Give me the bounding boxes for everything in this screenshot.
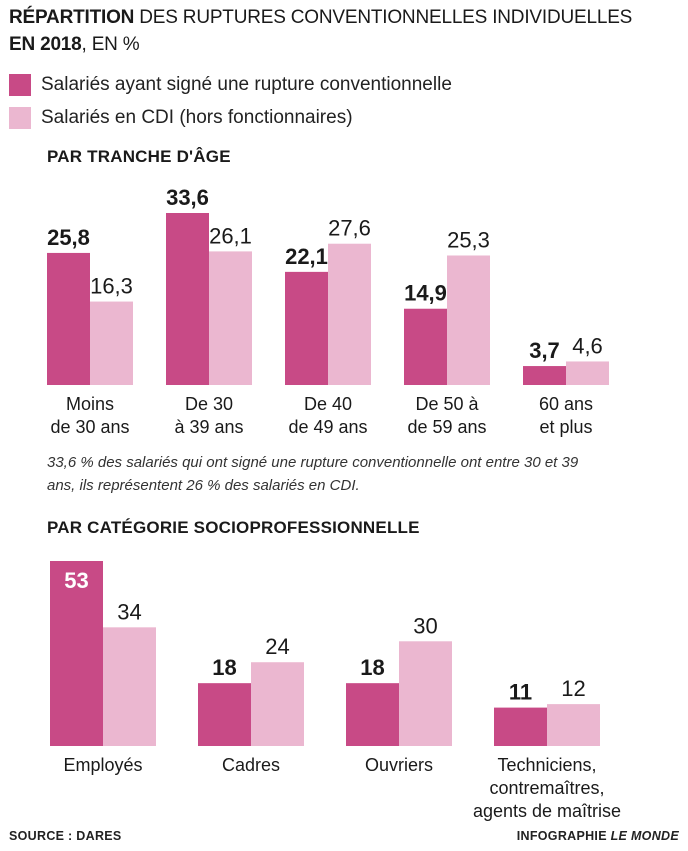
title-rest: des ruptures conventionnelles individuel… xyxy=(134,7,633,28)
age-category-label-1-line-0: De 30 xyxy=(184,394,234,414)
csp-category-label-3-line-1: contremaîtres, xyxy=(489,778,605,798)
age-value-label-cdi-0: 16,3 xyxy=(90,274,133,299)
title-bold: Répartition xyxy=(9,7,135,28)
credit-label: INFOGRAPHIE LE MONDE xyxy=(517,829,679,843)
chart-note: 33,6 % des salariés qui ont signé une ru… xyxy=(47,454,579,494)
age-value-label-ruptures-3: 14,9 xyxy=(404,281,447,306)
age-category-label-3: De 50 à de 59 ans xyxy=(357,393,537,439)
age-category-label-0: Moins de 30 ans xyxy=(0,393,180,439)
age-category-label-0-line-0: Moins xyxy=(65,394,114,414)
age-category-label-3-line-1: de 59 ans xyxy=(407,417,487,437)
csp-category-label-3: Techniciens, contremaîtres, agents de maît… xyxy=(457,754,637,823)
age-bar-cdi-0 xyxy=(90,301,133,385)
csp-bar-ruptures-3 xyxy=(494,707,547,746)
csp-value-label-cdi-2: 30 xyxy=(413,613,437,638)
csp-category-label-3-line-2: agents de maîtrise xyxy=(472,801,622,821)
csp-bar-cdi-0 xyxy=(103,627,156,746)
credit-prefix: INFOGRAPHIE xyxy=(516,829,611,843)
age-bar-ruptures-2 xyxy=(285,271,328,385)
csp-category-label-2-line-0: Ouvriers xyxy=(364,755,433,775)
csp-value-label-cdi-1: 24 xyxy=(265,634,289,659)
csp-category-label-0: Employés xyxy=(13,754,193,777)
age-value-label-cdi-2: 27,6 xyxy=(328,216,371,241)
csp-value-label-ruptures-3: 11 xyxy=(509,680,532,705)
age-bar-ruptures-3 xyxy=(404,308,447,385)
age-bar-ruptures-1 xyxy=(166,213,209,385)
csp-value-label-ruptures-0: 53 xyxy=(64,568,88,593)
age-value-label-cdi-3: 25,3 xyxy=(447,227,490,252)
age-category-label-1-line-1: à 39 ans xyxy=(174,417,244,437)
csp-bar-ruptures-2 xyxy=(346,683,399,746)
legend-label-ruptures: Salariés ayant signé une rupture convent… xyxy=(41,73,452,95)
csp-category-label-1-line-0: Cadres xyxy=(221,755,281,775)
age-value-label-cdi-4: 4,6 xyxy=(572,333,603,358)
csp-bar-ruptures-1 xyxy=(198,683,251,746)
csp-value-label-cdi-0: 34 xyxy=(117,599,141,624)
age-category-label-2-line-1: de 49 ans xyxy=(288,417,368,437)
legend-item-ruptures: Salariés ayant signé une rupture convent… xyxy=(9,68,452,101)
age-category-label-2-line-0: De 40 xyxy=(303,394,353,414)
legend-item-cdi: Salariés en CDI (hors fonctionnaires) xyxy=(9,101,452,134)
csp-category-label-3-line-0: Techniciens, xyxy=(497,755,597,775)
csp-category-label-2: Ouvriers xyxy=(309,754,489,777)
bar-chart-age: 25,816,3 33,626,1 22,127,6 14,9 25,3 3,7 4,6 xyxy=(47,185,609,385)
legend-swatch-cdi xyxy=(9,106,31,129)
age-value-label-cdi-1: 26,1 xyxy=(209,223,252,248)
age-bar-ruptures-4 xyxy=(523,366,566,385)
age-bar-cdi-3 xyxy=(447,255,490,385)
age-category-label-4-line-1: et plus xyxy=(539,417,593,437)
subtitle-bold: en 2018 xyxy=(9,34,82,55)
chart-title: Répartition des ruptures conventionnelle… xyxy=(9,4,679,58)
age-category-label-3-line-0: De 50 à xyxy=(415,394,479,414)
subtitle-rest: , en % xyxy=(81,34,140,55)
csp-bar-cdi-3 xyxy=(547,704,600,746)
csp-category-label-1: Cadres xyxy=(161,754,341,777)
age-bar-cdi-4 xyxy=(566,361,609,385)
legend-swatch-ruptures xyxy=(9,73,31,96)
age-bar-ruptures-0 xyxy=(47,252,90,385)
age-category-label-2: De 40 de 49 ans xyxy=(238,393,418,439)
age-category-label-1: De 30 à 39 ans xyxy=(119,393,299,439)
age-category-label-4-line-0: 60 ans xyxy=(538,394,594,414)
csp-category-label-0-line-0: Employés xyxy=(63,755,143,775)
section-title-age: Par tranche d'âge xyxy=(47,147,231,166)
csp-bar-cdi-2 xyxy=(399,641,452,746)
section-title-csp: Par catégorie socioprofessionnelle xyxy=(47,518,420,537)
bar-chart-csp: 53 34 18 24 18 30 11 12 xyxy=(50,561,600,746)
age-category-label-0-line-1: de 30 ans xyxy=(50,417,130,437)
legend-label-cdi: Salariés en CDI (hors fonctionnaires) xyxy=(41,106,353,128)
age-bar-cdi-1 xyxy=(209,251,252,385)
age-category-label-4: 60 ans et plus xyxy=(476,393,656,439)
age-value-label-ruptures-1: 33,6 xyxy=(166,185,209,210)
age-value-label-ruptures-2: 22,1 xyxy=(285,244,328,269)
age-value-label-ruptures-4: 3,7 xyxy=(529,338,560,363)
age-value-label-ruptures-0: 25,8 xyxy=(47,225,90,250)
credit-name: LE MONDE xyxy=(610,829,679,843)
legend: Salariés ayant signé une rupture convent… xyxy=(9,68,452,134)
csp-value-label-cdi-3: 12 xyxy=(561,676,585,701)
source-label: SOURCE : DARES xyxy=(9,829,122,843)
csp-value-label-ruptures-1: 18 xyxy=(212,655,236,680)
csp-bar-cdi-1 xyxy=(251,662,304,746)
csp-value-label-ruptures-2: 18 xyxy=(360,655,384,680)
age-bar-cdi-2 xyxy=(328,243,371,385)
csp-bar-ruptures-0 xyxy=(50,561,103,746)
